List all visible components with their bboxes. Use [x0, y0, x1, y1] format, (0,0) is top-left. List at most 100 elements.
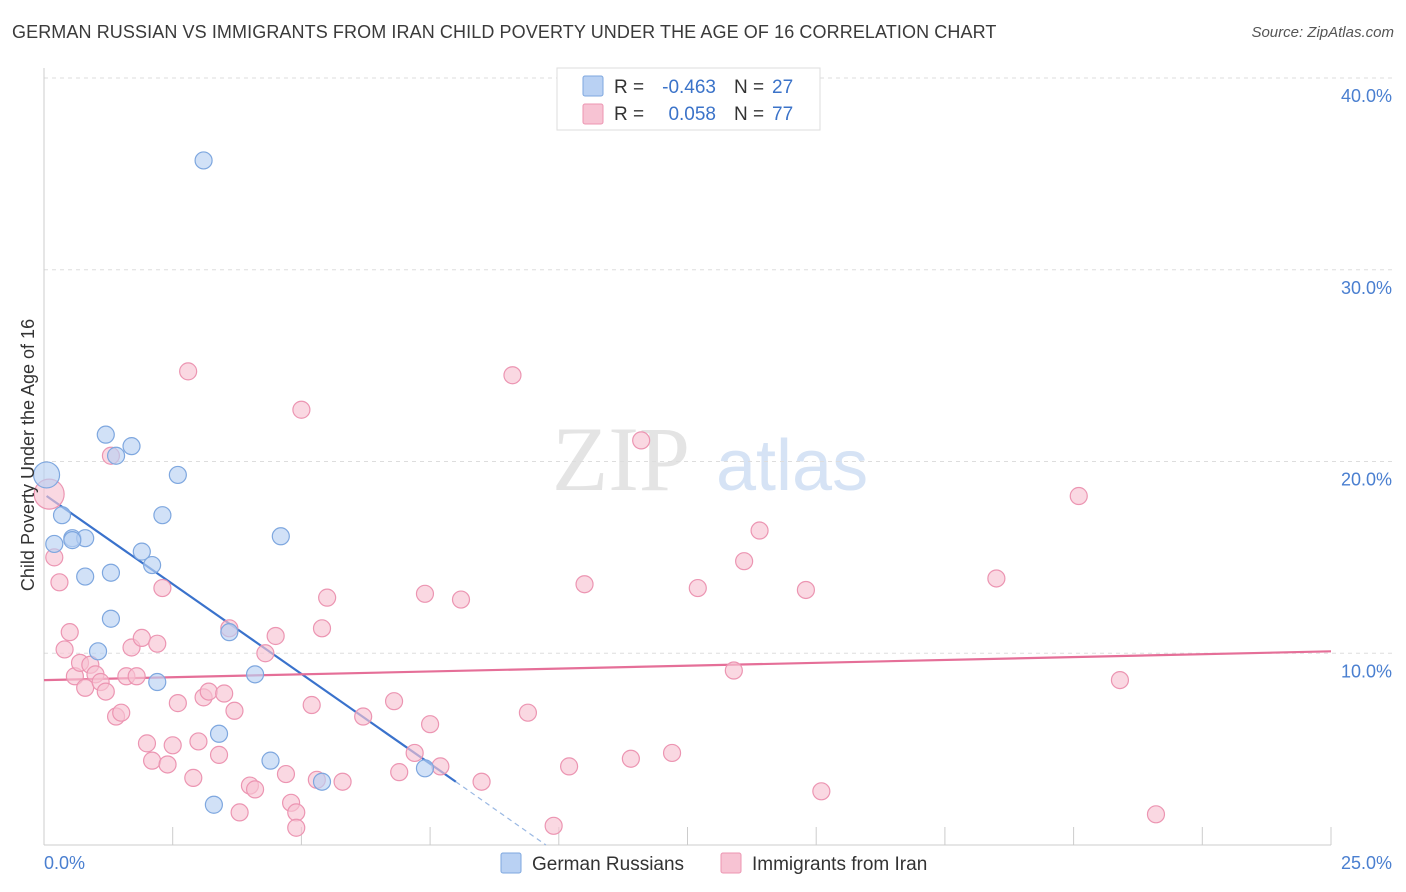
- point-immigrants-iran-21: [148, 634, 167, 653]
- point-german-russians-5: [63, 531, 82, 550]
- point-immigrants-iran-18: [132, 628, 151, 648]
- legend-swatch-immigrants-iran: [582, 103, 604, 125]
- point-immigrants-iran-37: [245, 780, 265, 799]
- point-immigrants-iran-73: [1069, 486, 1088, 506]
- point-immigrants-iran-74: [1110, 670, 1130, 690]
- grid-lines: [44, 77, 1394, 654]
- watermark-atlas: atlas: [716, 426, 868, 506]
- watermark-zip: ZIP: [552, 408, 690, 510]
- trend-lines: [43, 495, 1332, 846]
- point-german-russians-18: [194, 151, 213, 170]
- point-german-russians-22: [261, 751, 280, 770]
- point-immigrants-iran-2: [50, 573, 69, 592]
- point-immigrants-iran-61: [559, 757, 579, 776]
- point-immigrants-iran-44: [302, 695, 321, 715]
- point-immigrants-iran-75: [1146, 805, 1166, 824]
- point-immigrants-iran-66: [688, 578, 707, 598]
- point-immigrants-iran-58: [503, 366, 522, 385]
- y-tick-40: 40.0%: [1341, 86, 1392, 106]
- point-immigrants-iran-14: [112, 703, 131, 722]
- legend-r-label-2: R =: [614, 104, 644, 125]
- trend-line-german-russians: [45, 495, 457, 783]
- data-points: [32, 151, 1166, 837]
- point-immigrants-iran-20: [143, 751, 162, 770]
- point-immigrants-iran-46: [312, 619, 332, 638]
- legend-n-label-1: N =: [734, 77, 764, 98]
- y-axis-label: Child Poverty Under the Age of 16: [18, 319, 38, 591]
- point-german-russians-25: [312, 772, 332, 791]
- point-immigrants-iran-39: [266, 626, 285, 646]
- legend-r-value-1: -0.463: [662, 77, 716, 98]
- point-immigrants-iran-54: [421, 715, 440, 734]
- point-immigrants-iran-48: [333, 772, 352, 791]
- point-german-russians-20: [220, 623, 239, 642]
- point-immigrants-iran-67: [724, 661, 743, 680]
- x-tick-max: 25.0%: [1341, 853, 1392, 873]
- point-immigrants-iran-23: [158, 755, 177, 774]
- point-german-russians-12: [143, 555, 162, 575]
- point-immigrants-iran-43: [292, 400, 311, 419]
- point-immigrants-iran-19: [137, 734, 157, 753]
- point-immigrants-iran-47: [318, 588, 337, 607]
- point-immigrants-iran-38: [256, 644, 275, 663]
- point-german-russians-24: [204, 795, 223, 814]
- trend-extension-german-russians: [455, 781, 547, 846]
- chart-title: GERMAN RUSSIAN VS IMMIGRANTS FROM IRAN C…: [12, 22, 997, 42]
- point-german-russians-26: [415, 759, 435, 778]
- point-immigrants-iran-11: [96, 682, 115, 701]
- point-immigrants-iran-59: [518, 703, 538, 722]
- point-immigrants-iran-40: [276, 764, 296, 784]
- point-immigrants-iran-42: [287, 803, 306, 822]
- point-immigrants-iran-22: [153, 578, 172, 598]
- series-legend: German Russians Immigrants from Iran: [500, 852, 927, 875]
- bottom-legend-swatch-immigrants-iran: [720, 852, 742, 874]
- point-german-russians-17: [148, 672, 167, 692]
- point-immigrants-iran-28: [189, 732, 208, 751]
- point-immigrants-iran-62: [575, 575, 594, 594]
- point-german-russians-11: [132, 542, 151, 561]
- point-immigrants-iran-56: [451, 590, 471, 609]
- point-immigrants-iran-57: [472, 772, 491, 791]
- source-label: Source: ZipAtlas.com: [1251, 24, 1394, 41]
- point-german-russians-1: [52, 506, 72, 525]
- point-german-russians-6: [76, 567, 95, 586]
- legend-n-value-1: 27: [772, 77, 793, 98]
- point-immigrants-iran-65: [662, 743, 682, 763]
- y-tick-30: 30.0%: [1341, 278, 1392, 298]
- point-immigrants-iran-69: [750, 521, 769, 540]
- point-immigrants-iran-30: [199, 682, 218, 701]
- point-german-russians-15: [88, 642, 108, 661]
- point-german-russians-8: [106, 446, 126, 465]
- point-immigrants-iran-53: [415, 584, 435, 603]
- point-german-russians-2: [45, 534, 64, 554]
- point-immigrants-iran-24: [163, 736, 182, 755]
- point-immigrants-iran-60: [544, 816, 563, 835]
- point-german-russians-14: [168, 465, 187, 485]
- point-german-russians-10: [101, 563, 121, 582]
- point-immigrants-iran-34: [225, 701, 244, 720]
- point-german-russians-21: [245, 665, 265, 684]
- point-german-russians-23: [271, 527, 290, 546]
- point-immigrants-iran-64: [632, 431, 651, 450]
- stats-legend: R = -0.463 N = 27 R = 0.058 N = 77: [556, 67, 821, 131]
- point-immigrants-iran-50: [384, 692, 404, 711]
- point-immigrants-iran-27: [184, 768, 203, 787]
- bottom-legend-swatch-german-russians: [500, 852, 522, 874]
- point-german-russians-19: [209, 724, 229, 743]
- point-immigrants-iran-25: [168, 694, 187, 713]
- point-immigrants-iran-63: [621, 749, 640, 768]
- trend-line-immigrants-iran: [43, 650, 1332, 682]
- legend-n-label-2: N =: [734, 104, 764, 125]
- point-immigrants-iran-49: [354, 707, 373, 726]
- point-german-russians-9: [122, 437, 141, 456]
- point-immigrants-iran-68: [735, 552, 754, 571]
- point-immigrants-iran-76: [287, 818, 306, 837]
- legend-r-label-1: R =: [614, 77, 644, 98]
- y-tick-20: 20.0%: [1341, 470, 1392, 490]
- legend-n-value-2: 77: [772, 104, 793, 125]
- bottom-legend-immigrants-iran: Immigrants from Iran: [752, 854, 927, 875]
- point-immigrants-iran-32: [215, 684, 234, 703]
- point-immigrants-iran-72: [987, 569, 1006, 588]
- legend-r-value-2: 0.058: [668, 104, 716, 125]
